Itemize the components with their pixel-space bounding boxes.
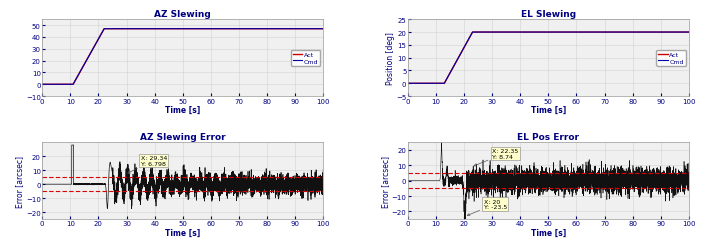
Cmd — [614, 32, 622, 35]
Title: AZ Slewing Error: AZ Slewing Error — [140, 133, 226, 142]
Act — [586, 32, 595, 35]
Cmd — [455, 56, 463, 59]
Act — [468, 32, 477, 35]
Act — [685, 32, 693, 35]
Act — [269, 28, 278, 31]
Cmd — [685, 32, 693, 35]
Cmd — [248, 28, 257, 31]
X-axis label: Time [s]: Time [s] — [531, 106, 566, 114]
Act — [572, 32, 581, 35]
Line: Act: Act — [42, 29, 323, 85]
Y-axis label: Error [arcsec]: Error [arcsec] — [381, 155, 390, 207]
Cmd — [572, 32, 581, 35]
Act — [89, 47, 98, 50]
Cmd — [269, 28, 278, 31]
Cmd — [146, 28, 154, 31]
X-axis label: Time [s]: Time [s] — [165, 106, 200, 114]
Legend: Act, Cmd: Act, Cmd — [657, 51, 686, 66]
Cmd — [319, 28, 328, 31]
Cmd — [586, 32, 595, 35]
Act — [635, 32, 643, 35]
X-axis label: Time [s]: Time [s] — [531, 228, 566, 237]
Act — [614, 32, 622, 35]
Act — [319, 28, 328, 31]
Act — [511, 32, 520, 35]
Text: X: 29.34
Y: 6.798: X: 29.34 Y: 6.798 — [128, 155, 167, 173]
Title: AZ Slewing: AZ Slewing — [155, 10, 211, 19]
Y-axis label: Position [deg]: Position [deg] — [386, 32, 394, 85]
Legend: Act, Cmd: Act, Cmd — [291, 51, 321, 66]
Line: Act: Act — [408, 33, 689, 84]
X-axis label: Time [s]: Time [s] — [165, 228, 200, 237]
Cmd — [221, 28, 229, 31]
Title: EL Slewing: EL Slewing — [521, 10, 576, 19]
Act — [146, 28, 154, 31]
Cmd — [100, 28, 108, 31]
Text: X: 22.35
Y: 8.74: X: 22.35 Y: 8.74 — [474, 148, 518, 167]
Act — [207, 28, 215, 31]
Y-axis label: Error [arcsec]: Error [arcsec] — [15, 155, 25, 207]
Act — [221, 28, 229, 31]
Cmd — [511, 32, 520, 35]
Act — [38, 83, 46, 86]
Cmd — [635, 32, 643, 35]
Cmd — [89, 47, 98, 50]
Act — [455, 56, 463, 59]
Line: Cmd: Cmd — [408, 33, 689, 84]
Act — [100, 28, 108, 31]
Text: X: 20
Y: -23.5: X: 20 Y: -23.5 — [467, 199, 507, 216]
Cmd — [207, 28, 215, 31]
Act — [248, 28, 257, 31]
Act — [404, 82, 412, 85]
Title: EL Pos Error: EL Pos Error — [517, 133, 579, 142]
Cmd — [404, 82, 412, 85]
Line: Cmd: Cmd — [42, 29, 323, 85]
Cmd — [38, 83, 46, 86]
Cmd — [468, 32, 477, 35]
